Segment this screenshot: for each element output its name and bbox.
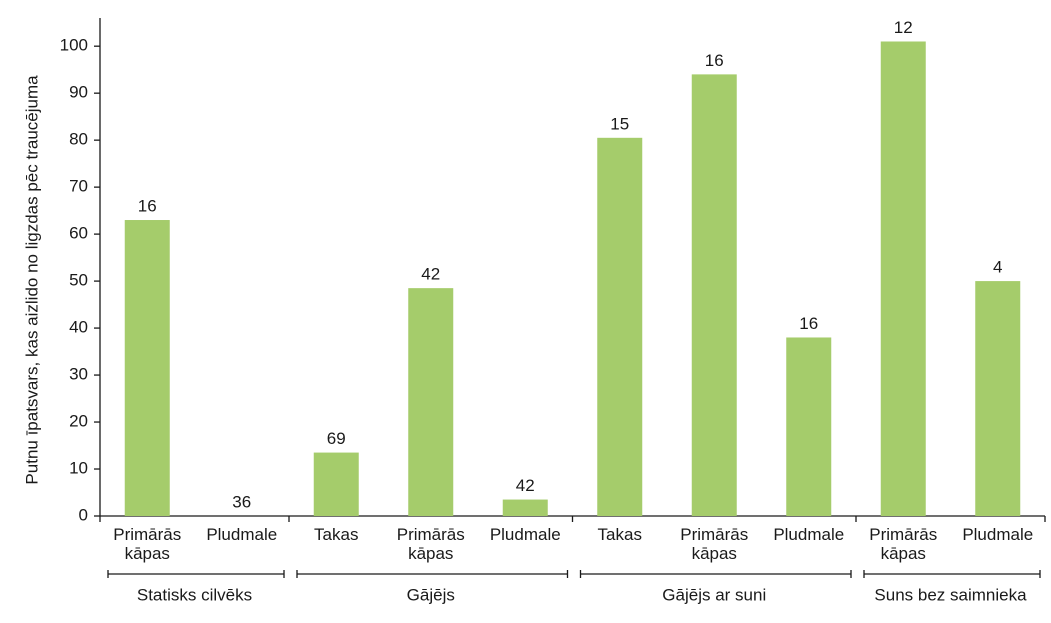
x-tick-label: Primārās kāpas	[680, 525, 748, 563]
bar	[124, 220, 170, 517]
bar	[502, 499, 548, 516]
bar-annotation: 16	[138, 197, 157, 216]
bar	[691, 74, 737, 517]
bar-annotation: 36	[232, 492, 251, 511]
bar	[313, 452, 359, 516]
y-tick-label: 20	[69, 412, 88, 431]
bar	[975, 281, 1021, 516]
x-tick-label: Pludmale	[962, 525, 1033, 544]
bar	[880, 41, 926, 516]
x-tick-label: Primārās kāpas	[397, 525, 465, 563]
y-tick-label: 100	[60, 36, 88, 55]
bar-annotation: 12	[894, 18, 913, 37]
bar-annotation: 16	[799, 314, 818, 333]
bar-annotation: 69	[327, 429, 346, 448]
y-tick-label: 30	[69, 365, 88, 384]
group-label: Gājējs ar suni	[662, 585, 766, 604]
y-tick-label: 10	[69, 459, 88, 478]
x-tick-label: Pludmale	[773, 525, 844, 544]
y-tick-label: 80	[69, 130, 88, 149]
bar	[597, 137, 643, 516]
bar-annotation: 4	[993, 258, 1002, 277]
y-tick-label: 0	[79, 505, 88, 524]
bar	[408, 288, 454, 516]
x-tick-label: Primārās kāpas	[113, 525, 181, 563]
x-tick-label: Primārās kāpas	[869, 525, 937, 563]
group-label: Gājējs	[407, 585, 455, 604]
x-tick-label: Takas	[598, 525, 642, 544]
x-tick-label: Pludmale	[206, 525, 277, 544]
y-tick-label: 50	[69, 271, 88, 290]
x-tick-label: Pludmale	[490, 525, 561, 544]
y-tick-label: 90	[69, 83, 88, 102]
bar-annotation: 42	[516, 476, 535, 495]
y-tick-label: 60	[69, 224, 88, 243]
y-tick-label: 70	[69, 177, 88, 196]
group-label: Statisks cilvēks	[137, 585, 252, 604]
bar-annotation: 42	[421, 265, 440, 284]
bar-annotation: 15	[610, 114, 629, 133]
y-axis-label: Putnu īpatsvars, kas aizlido no ligzdas …	[22, 75, 41, 485]
group-label: Suns bez saimnieka	[874, 585, 1027, 604]
y-tick-label: 40	[69, 318, 88, 337]
x-tick-label: Takas	[314, 525, 358, 544]
bar-annotation: 16	[705, 51, 724, 70]
bar	[786, 337, 832, 516]
